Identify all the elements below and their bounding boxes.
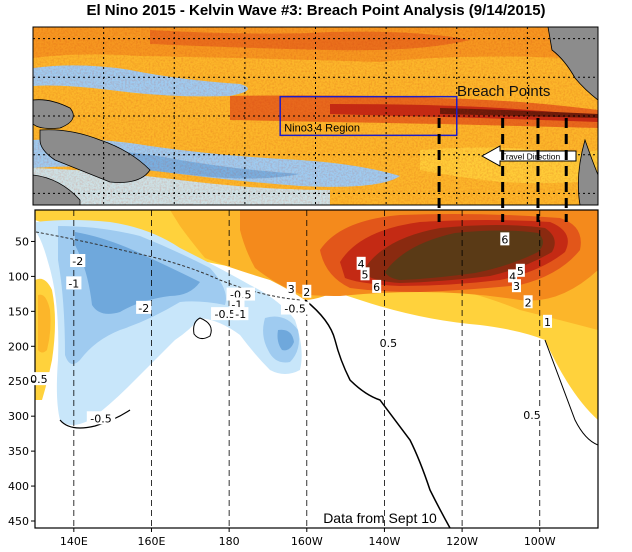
sst-anomaly-map: Nino3.4 Region Breach Points Travel Dire… [32, 26, 599, 206]
contour-label-bg [233, 307, 249, 321]
contour-label: 6 [373, 281, 380, 294]
contour-label: 5 [517, 265, 524, 278]
closed-contour [193, 317, 212, 340]
contour-label-bg [280, 301, 310, 315]
y-tick-label: 450 [8, 515, 29, 528]
contour-label-bg [521, 407, 543, 421]
subsurface-section: -2-1-2-0.5-1-0.5 -1 -0.53 24566543210.50.5-… [8, 209, 599, 548]
y-tick-label: 350 [8, 445, 29, 458]
contour-label-bg [66, 276, 82, 290]
contour-label-bg [136, 300, 152, 314]
nino34-region-box [279, 95, 458, 137]
x-tick-label: 140E [60, 535, 88, 548]
contour-label: 0.5 [380, 337, 398, 350]
contour-label: -2 [72, 255, 83, 268]
contour-label: -0.5 [90, 412, 111, 425]
anomaly-neg-2-region [75, 232, 200, 314]
contour-labels: -2-1-2-0.5-1-0.5 -1 -0.53 24566543210.50.5-… [27, 232, 553, 425]
y-tick-label: 200 [8, 340, 29, 353]
land-australia [33, 174, 81, 205]
contour-label-bg [86, 411, 116, 425]
breach-point-lines [437, 118, 568, 222]
contour-label: 3 [288, 283, 295, 296]
travel-direction-arrow: Travel Direction [480, 145, 577, 167]
contour-label: -0.5 [284, 303, 305, 316]
x-tick-label: 180 [219, 535, 240, 548]
land-south-america [577, 138, 598, 205]
y-tick-label: 50 [15, 235, 29, 248]
contour-label-bg [543, 314, 553, 328]
contour-label: -0.5 [215, 308, 236, 321]
contour-label: 6 [501, 233, 508, 246]
contour-label: -1 [68, 277, 79, 290]
contour-label: 4 [358, 258, 365, 271]
contour-label-bg [229, 297, 245, 311]
x-tick-label: 140W [369, 535, 401, 548]
contour-label: 1 [544, 316, 551, 329]
contour-label-bg [360, 267, 370, 281]
y-tick-label: 400 [8, 480, 29, 493]
contour-label: 2 [303, 286, 310, 299]
land-philippines [33, 99, 74, 129]
contour-label: 3 [513, 280, 520, 293]
x-axis: 140E 160E 180 160W 140W 120W 100W [60, 528, 556, 548]
section-frame [34, 209, 599, 529]
nino34-region-label: Nino3.4 Region [284, 122, 360, 134]
contour-label-bg [511, 279, 521, 293]
contour-label: 4 [509, 270, 516, 283]
contour-label-bg [226, 287, 255, 301]
y-tick-label: 300 [8, 410, 29, 423]
west-warm-core [38, 294, 51, 353]
y-tick-label: 100 [8, 270, 29, 283]
contour-label: -1 [235, 308, 246, 321]
map-frame [32, 26, 599, 206]
contour-label-bg [211, 307, 240, 321]
contour-label: 0.5 [523, 409, 541, 422]
contour-label-bg [523, 295, 533, 309]
x-tick-label: 120W [446, 535, 478, 548]
zero-contour-east [304, 299, 451, 528]
y-axis: 50 100 150 200 250 300 350 400 450 [8, 235, 35, 528]
contour-label: 0.5 [30, 373, 48, 386]
land-central-america [547, 27, 598, 101]
travel-direction-label: Travel Direction [501, 152, 560, 162]
x-tick-label: 160W [291, 535, 323, 548]
contour-label-bg [286, 281, 296, 295]
contour-label: -2 [138, 302, 149, 315]
zero-contour-west [59, 409, 131, 429]
contour-label-bg [70, 254, 86, 268]
x-tick-label: 100W [524, 535, 556, 548]
contour-label-bg [372, 279, 382, 293]
contour-label-bg [302, 284, 312, 298]
contour-label-bg [508, 269, 518, 283]
contour-label-bg [500, 232, 510, 246]
contour-east-0p5 [544, 339, 598, 446]
y-tick-label: 150 [8, 305, 29, 318]
y-tick-label: 250 [8, 375, 29, 388]
contour-label-bg [377, 335, 400, 349]
east-cold-core [277, 329, 294, 351]
contour-label-bg [27, 372, 50, 386]
land-new-guinea [39, 129, 151, 183]
cool-boundary-contour [35, 231, 301, 301]
breach-points-label: Breach Points [457, 83, 550, 100]
contour-label: 2 [525, 296, 532, 309]
contour-label: 5 [362, 268, 369, 281]
x-tick-label: 160E [138, 535, 166, 548]
contour-label-bg [356, 256, 366, 270]
contour-label: -1 [231, 298, 242, 311]
data-date-caption: Data from Sept 10 [323, 510, 437, 526]
contour-label-bg [515, 263, 525, 277]
figure-title: El Nino 2015 - Kelvin Wave #3: Breach Po… [86, 2, 546, 19]
